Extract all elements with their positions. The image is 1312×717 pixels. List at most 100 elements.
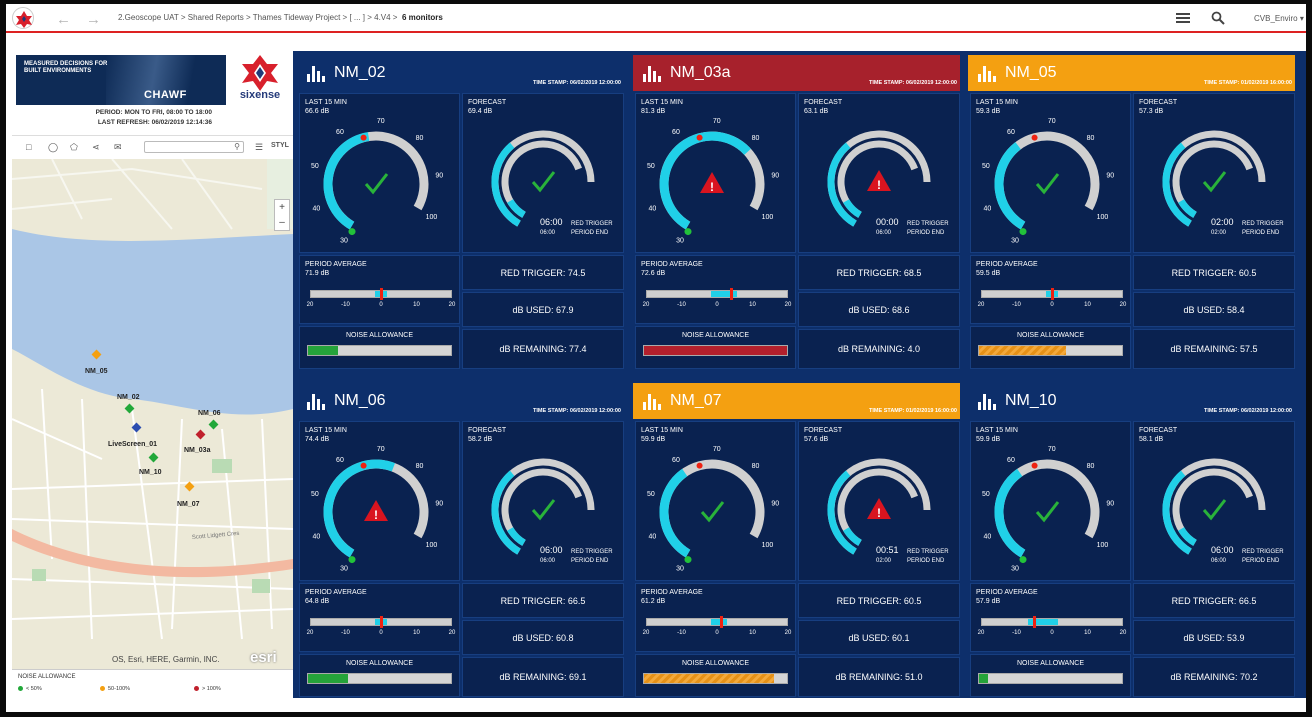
monitor-panel: NM_10 TIME STAMP: 06/02/2019 12:00:00 LAST…: [968, 383, 1295, 699]
last-15-min-tile: LAST 15 MIN 74.4 dB 30 40 50 60 70 80 90 100!: [299, 421, 460, 581]
period-average-value: 61.2 dB: [641, 598, 666, 605]
user-menu[interactable]: CVB_Enviro ▾: [1254, 14, 1304, 23]
style-menu[interactable]: STYL: [271, 142, 289, 149]
forecast-gauge: 06:00 06:00 RED TRIGGER PERIOD END: [491, 130, 613, 236]
gauge-tick-label: 50: [982, 491, 990, 498]
forecast-value: 69.4 dB: [468, 108, 493, 115]
monitor-header[interactable]: NM_07 TIME STAMP: 01/02/2019 16:00:00: [633, 383, 960, 419]
zoom-out-icon[interactable]: –: [279, 217, 285, 228]
monitor-header[interactable]: NM_10 TIME STAMP: 06/02/2019 12:00:00: [968, 383, 1295, 419]
red-trigger-value: RED TRIGGER: 74.5: [500, 267, 586, 278]
monitor-header[interactable]: NM_06 TIME STAMP: 06/02/2019 12:00:00: [297, 383, 624, 419]
period-end-time: 06:00: [876, 230, 892, 236]
legend-item-low: < 50%: [18, 686, 42, 692]
red-trigger-tile: RED TRIGGER: 74.5: [462, 255, 624, 290]
select-rectangle-icon[interactable]: □: [26, 142, 32, 152]
period-end-legend: PERIOD END: [1242, 230, 1280, 236]
slider-ticks: 20 -10 0 10 20: [642, 302, 792, 308]
search-icon[interactable]: [1211, 11, 1225, 30]
noise-allowance-label: NOISE ALLOWANCE: [681, 660, 750, 667]
level-gauge: 30 40 50 60 70 80 90 100: [982, 118, 1114, 244]
db-remaining-value: dB REMAINING: 77.4: [499, 344, 587, 354]
annotation-icon[interactable]: ✉: [114, 142, 122, 152]
red-trigger-tile: RED TRIGGER: 60.5: [798, 583, 960, 618]
gauge-tick-label: 60: [336, 457, 344, 464]
period-average-label: PERIOD AVERAGE: [641, 261, 703, 268]
level-gauge: 30 40 50 60 70 80 90 100!: [647, 118, 779, 244]
chevron-down-icon: ▾: [1299, 14, 1304, 23]
esri-logo: esri: [250, 649, 277, 666]
gauge-tick-label: 90: [435, 500, 443, 507]
db-remaining-tile: dB REMAINING: 70.2: [1133, 657, 1295, 697]
time-stamp: TIME STAMP: 06/02/2019 12:00:00: [533, 80, 621, 86]
back-arrow-icon[interactable]: ←: [56, 11, 71, 28]
select-polygon-icon[interactable]: ⬠: [70, 142, 78, 152]
zoom-in-icon[interactable]: +: [279, 202, 285, 213]
time-stamp: TIME STAMP: 01/02/2019 16:00:00: [1204, 80, 1292, 86]
app-logo-icon[interactable]: [12, 7, 34, 29]
red-trigger-tile: RED TRIGGER: 68.5: [798, 255, 960, 290]
db-used-tile: dB USED: 60.1: [798, 620, 960, 655]
gauge-tick-label: 70: [377, 118, 385, 125]
period-average-tile: PERIOD AVERAGE 64.8 dB 20 -10 0 10 20: [299, 583, 460, 652]
gauge-tick-label: 90: [771, 172, 779, 179]
map-view[interactable]: NM_05 NM_02 NM_06 LiveScreen_01 NM_03a N…: [12, 159, 293, 669]
last-15-value: 59.3 dB: [976, 108, 1001, 115]
db-used-tile: dB USED: 60.8: [462, 620, 624, 655]
last-15-value: 59.9 dB: [641, 436, 666, 443]
period-end-time: 06:00: [540, 558, 556, 564]
forecast-time: 00:00: [876, 217, 899, 227]
monitor-header[interactable]: NM_02 TIME STAMP: 06/02/2019 12:00:00: [297, 55, 624, 91]
gauge-tick-label: 80: [416, 135, 424, 142]
monitor-header[interactable]: NM_03a TIME STAMP: 06/02/2019 12:00:00: [633, 55, 960, 91]
gauge-tick-label: 90: [1106, 500, 1114, 507]
svg-text:!: !: [710, 180, 714, 194]
forecast-label: FORECAST: [1139, 99, 1178, 106]
measure-icon[interactable]: ⋖: [92, 142, 100, 152]
select-circle-icon[interactable]: ◯: [48, 142, 59, 152]
svg-text:!: !: [877, 178, 881, 192]
breadcrumb[interactable]: 2.Geoscope UAT > Shared Reports > Thames…: [118, 13, 443, 22]
gauge-tick-label: 90: [1106, 172, 1114, 179]
gauge-tick-label: 50: [311, 163, 319, 170]
slider-ticks: 20 -10 0 10 20: [977, 630, 1127, 636]
forward-arrow-icon[interactable]: →: [86, 11, 101, 28]
gauge-tick-label: 100: [762, 214, 774, 221]
gauge-tick-label: 60: [1007, 129, 1015, 136]
app-window: ← → 2.Geoscope UAT > Shared Reports > Th…: [6, 4, 1306, 712]
legend-item-high: > 100%: [194, 686, 221, 692]
period-end-time: 02:00: [876, 558, 892, 564]
zoom-controls[interactable]: + –: [274, 199, 290, 231]
forecast-gauge: ! 00:00 06:00 RED TRIGGER PERIOD END: [827, 130, 949, 236]
gauge-tick-label: 60: [672, 129, 680, 136]
menu-icon[interactable]: [1176, 11, 1190, 29]
noise-allowance: NOISE ALLOWANCE: [971, 655, 1130, 696]
search-icon: ⚲: [234, 142, 240, 151]
period-average-slider: 20 -10 0 10 20: [643, 288, 791, 308]
gauge-tick-label: 30: [1011, 237, 1019, 244]
forecast-time: 06:00: [540, 217, 563, 227]
map-search-input[interactable]: ⚲: [144, 141, 244, 153]
db-used-tile: dB USED: 58.4: [1133, 292, 1295, 327]
sixense-logo-icon: [230, 53, 290, 105]
db-used-value: dB USED: 60.1: [848, 632, 910, 643]
top-bar: ← → 2.Geoscope UAT > Shared Reports > Th…: [6, 4, 1306, 33]
sidebar: MEASURED DECISIONS FOR BUILT ENVIRONMENT…: [12, 51, 293, 698]
period-average-tile: PERIOD AVERAGE 72.6 dB 20 -10 0 10 20: [635, 255, 796, 324]
noise-allowance: NOISE ALLOWANCE: [636, 655, 795, 696]
monitor-header[interactable]: NM_05 TIME STAMP: 01/02/2019 16:00:00: [968, 55, 1295, 91]
noise-allowance-tile: NOISE ALLOWANCE: [970, 654, 1131, 697]
period-average-label: PERIOD AVERAGE: [641, 589, 703, 596]
layers-icon[interactable]: ☰: [255, 142, 264, 152]
monitor-name: NM_10: [1005, 392, 1057, 409]
db-remaining-tile: dB REMAINING: 77.4: [462, 329, 624, 369]
monitor-panel: NM_06 TIME STAMP: 06/02/2019 12:00:00 LAST…: [297, 383, 624, 699]
bar-chart-icon: [643, 394, 663, 410]
slider-fill: [711, 619, 727, 625]
gauge-tick-label: 60: [672, 457, 680, 464]
period-average-label: PERIOD AVERAGE: [305, 589, 367, 596]
gauge-tick-label: 30: [340, 237, 348, 244]
forecast-label: FORECAST: [468, 99, 507, 106]
period-average-slider: 20 -10 0 10 20: [307, 616, 455, 636]
db-used-value: dB USED: 68.6: [848, 304, 910, 315]
